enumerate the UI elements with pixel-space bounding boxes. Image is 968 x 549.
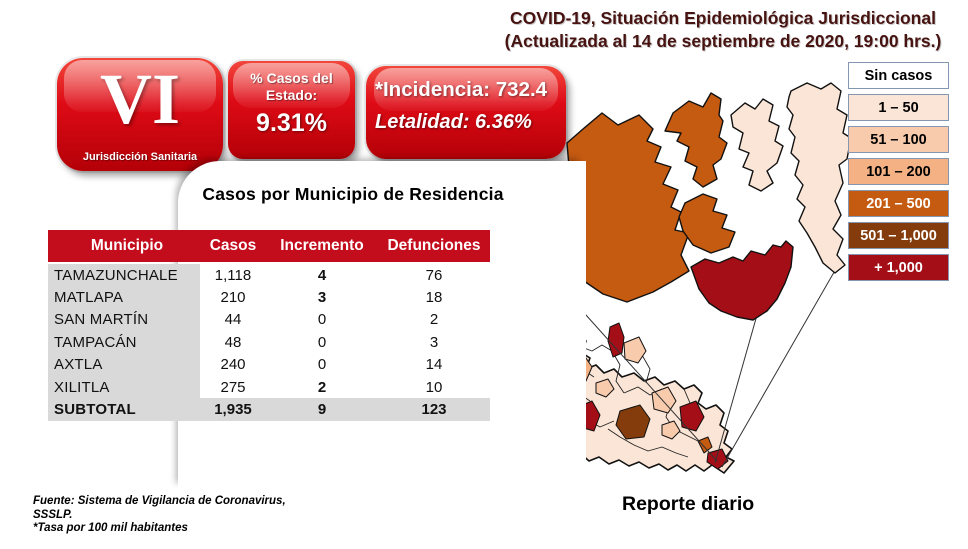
zoom-connector-lines	[576, 266, 838, 468]
incidence-label: *Incidencia:	[375, 78, 491, 101]
map-region-axtla	[664, 92, 728, 188]
jurisdiction-label: Jurisdicción Sanitaria	[82, 151, 198, 163]
table-row: AXTLA 240 0 14	[48, 353, 490, 376]
col-header-incremento: Incremento	[280, 237, 364, 254]
cell-casos: 44	[224, 311, 242, 329]
cell-defunciones: 18	[425, 289, 443, 307]
lethality-value: 6.36%	[475, 111, 532, 133]
lethality-line: Letalidad: 6.36%	[375, 111, 566, 134]
cell-incremento: 0	[317, 311, 327, 329]
state-cases-value: 9.31%	[256, 109, 327, 137]
jurisdiction-zoom-map	[556, 82, 852, 321]
cell-municipio: XILITLA	[48, 375, 200, 399]
table-body: TAMAZUNCHALE 1,118 4 76 MATLAPA 210 3 18…	[48, 264, 490, 422]
cell-incremento: 0	[317, 356, 327, 374]
inset-region	[595, 378, 615, 398]
legend-51-100: 51 – 100	[848, 126, 949, 153]
cell-municipio: TAMPACÁN	[48, 331, 200, 354]
incidence-line: *Incidencia: 732.4	[375, 78, 566, 102]
legend-sin-casos: Sin casos	[848, 62, 949, 89]
section-title: Casos por Municipio de Residencia	[202, 184, 504, 204]
table-row: SAN MARTÍN 44 0 2	[48, 308, 490, 332]
cell-incremento: 0	[317, 333, 327, 351]
table-row: TAMPACÁN 48 0 3	[48, 331, 490, 354]
inset-region	[623, 336, 647, 364]
source-line1: Fuente: Sistema de Vigilancia de Coronav…	[33, 495, 286, 507]
cell-municipio: TAMAZUNCHALE	[48, 264, 200, 287]
cases-table: Municipio Casos Incremento Defunciones T…	[48, 230, 490, 422]
table-subtotal-row: SUBTOTAL 1,935 9 123	[48, 398, 490, 422]
col-header-municipio: Municipio	[90, 237, 164, 254]
table-row: MATLAPA 210 3 18	[48, 286, 490, 309]
choropleth-maps	[540, 82, 852, 474]
legend-1-50: 1 – 50	[848, 94, 949, 121]
cell-municipio: AXTLA	[48, 353, 200, 376]
cell-subtotal-casos: 1,935	[214, 401, 252, 419]
cell-casos: 240	[220, 356, 246, 374]
state-cases-badge: % Casos del Estado: 9.31%	[228, 61, 355, 159]
col-header-defunciones: Defunciones	[387, 237, 481, 254]
incidence-value: 732.4	[495, 78, 548, 101]
report-title-line2: (Actualizada al 14 de septiembre de 2020…	[504, 31, 942, 51]
inset-region	[661, 420, 681, 440]
cell-subtotal-defunciones: 123	[421, 401, 447, 419]
cell-incremento: 2	[317, 378, 327, 396]
cell-casos: 210	[220, 289, 246, 307]
inset-region	[679, 400, 705, 432]
cell-defunciones: 76	[425, 266, 443, 284]
legend-201-500: 201 – 500	[848, 190, 949, 217]
cell-defunciones: 10	[425, 378, 443, 396]
legend-101-200: 101 – 200	[848, 158, 949, 185]
legend-501-1000: 501 – 1,000	[848, 222, 949, 249]
map-region-san-martin	[786, 82, 852, 274]
cell-casos: 275	[220, 378, 246, 396]
map-legend: Sin casos 1 – 50 51 – 100 101 – 200 201 …	[848, 62, 949, 286]
cell-casos: 1,118	[214, 266, 252, 284]
cell-municipio: SAN MARTÍN	[48, 308, 200, 332]
cell-casos: 48	[224, 333, 242, 351]
state-cases-label-1: % Casos del	[250, 70, 333, 86]
cell-defunciones: 14	[425, 356, 443, 374]
col-header-casos: Casos	[209, 237, 257, 254]
inset-region	[607, 322, 625, 358]
source-line2: SSSLP.	[33, 508, 73, 521]
cell-defunciones: 3	[429, 333, 439, 351]
cell-incremento: 3	[317, 289, 327, 307]
inset-region	[615, 404, 651, 440]
cell-incremento: 4	[317, 266, 327, 284]
table-header-row: Municipio Casos Incremento Defunciones	[48, 230, 490, 262]
source-line3: *Tasa por 100 mil habitantes	[33, 522, 188, 534]
source-note: Fuente: Sistema de Vigilancia de Coronav…	[33, 495, 286, 536]
jurisdiction-number: VI	[99, 59, 180, 139]
cell-defunciones: 2	[429, 311, 439, 329]
map-region-tampacan	[730, 98, 784, 192]
report-type-label: Reporte diario	[622, 493, 755, 515]
jurisdiction-badge: VI Jurisdicción Sanitaria	[57, 58, 223, 171]
lethality-label: Letalidad:	[375, 111, 470, 133]
content-panel	[178, 161, 586, 491]
cell-municipio: MATLAPA	[48, 286, 200, 309]
report-title-line1: COVID-19, Situación Epidemiológica Juris…	[510, 8, 936, 28]
map-region-matlapa	[678, 193, 736, 254]
state-cases-label-2: Estado:	[265, 87, 318, 103]
incidence-lethality-badge: *Incidencia: 732.4 Letalidad: 6.36%	[366, 66, 566, 159]
cell-subtotal-incremento: 9	[317, 401, 327, 419]
inset-region	[651, 386, 677, 414]
table-row: XILITLA 275 2 10	[48, 375, 490, 399]
legend-1000-plus: + 1,000	[848, 254, 949, 281]
inset-region	[697, 436, 713, 454]
table-row: TAMAZUNCHALE 1,118 4 76	[48, 264, 490, 287]
report-title: COVID-19, Situación Epidemiológica Juris…	[484, 7, 962, 53]
map-region-tamazunchale	[690, 240, 794, 321]
cell-subtotal-label: SUBTOTAL	[54, 401, 136, 419]
